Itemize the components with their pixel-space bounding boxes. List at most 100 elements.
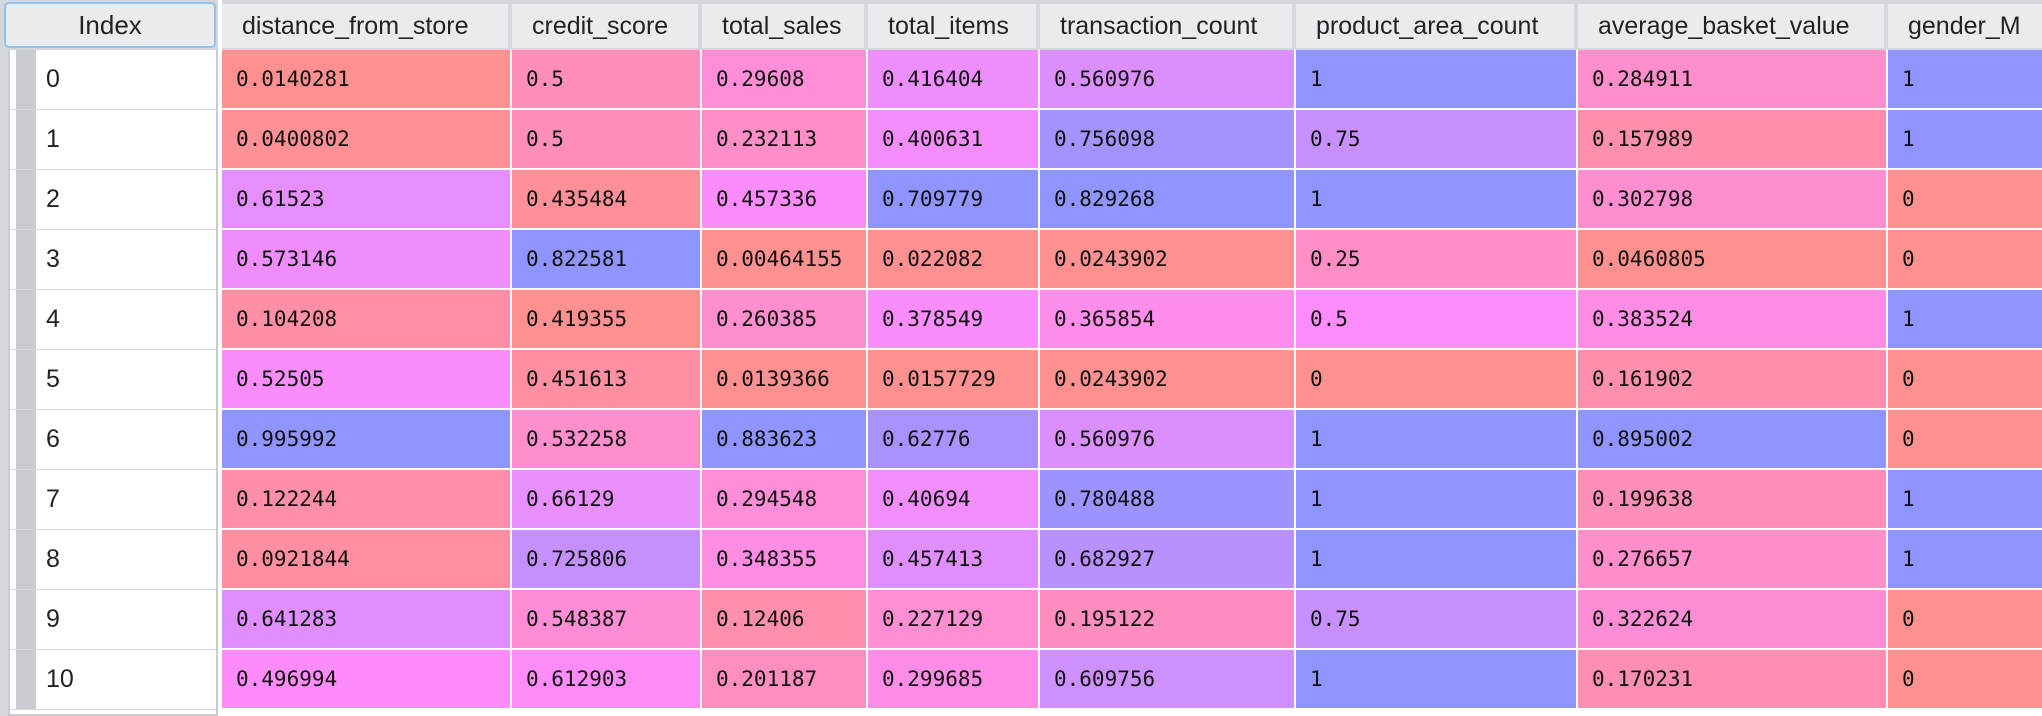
table-cell[interactable]: 0.419355 (512, 290, 702, 350)
index-header-label[interactable]: Index (4, 2, 216, 48)
table-cell[interactable]: 0.284911 (1578, 50, 1888, 110)
table-cell[interactable]: 1 (1296, 170, 1578, 230)
table-cell[interactable]: 1 (1296, 50, 1578, 110)
table-cell[interactable]: 1 (1888, 50, 2042, 110)
table-cell[interactable]: 0.195122 (1040, 590, 1296, 650)
table-cell[interactable]: 1 (1888, 530, 2042, 590)
column-header-total-items[interactable]: total_items (868, 4, 1036, 48)
row-grip-handle[interactable] (16, 590, 36, 649)
table-cell[interactable]: 0.12406 (702, 590, 868, 650)
row-grip-handle[interactable] (16, 530, 36, 589)
table-cell[interactable]: 0.260385 (702, 290, 868, 350)
row-grip-handle[interactable] (16, 410, 36, 469)
table-cell[interactable]: 0.0157729 (868, 350, 1040, 410)
index-row[interactable]: 2 (10, 170, 216, 230)
table-cell[interactable]: 0.104208 (222, 290, 512, 350)
table-cell[interactable]: 0.609756 (1040, 650, 1296, 710)
table-cell[interactable]: 0 (1888, 230, 2042, 290)
table-cell[interactable]: 0.5 (1296, 290, 1578, 350)
index-row[interactable]: 1 (10, 110, 216, 170)
table-cell[interactable]: 0.0921844 (222, 530, 512, 590)
table-cell[interactable]: 0.822581 (512, 230, 702, 290)
table-cell[interactable]: 0.5 (512, 110, 702, 170)
table-cell[interactable]: 0.62776 (868, 410, 1040, 470)
table-cell[interactable]: 0 (1888, 170, 2042, 230)
table-cell[interactable]: 0.302798 (1578, 170, 1888, 230)
index-row[interactable]: 4 (10, 290, 216, 350)
column-header-transaction-count[interactable]: transaction_count (1040, 4, 1292, 48)
table-cell[interactable]: 0.451613 (512, 350, 702, 410)
table-cell[interactable]: 1 (1888, 470, 2042, 530)
table-cell[interactable]: 0 (1888, 650, 2042, 710)
row-grip-handle[interactable] (16, 170, 36, 229)
table-cell[interactable]: 0.5 (512, 50, 702, 110)
index-row[interactable]: 6 (10, 410, 216, 470)
table-cell[interactable]: 0.780488 (1040, 470, 1296, 530)
table-cell[interactable]: 0.75 (1296, 590, 1578, 650)
row-grip-handle[interactable] (16, 110, 36, 169)
table-cell[interactable]: 0.0140281 (222, 50, 512, 110)
table-cell[interactable]: 0.25 (1296, 230, 1578, 290)
index-header[interactable]: Index (0, 0, 218, 50)
index-row[interactable]: 5 (10, 350, 216, 410)
table-cell[interactable]: 0.895002 (1578, 410, 1888, 470)
index-row[interactable]: 3 (10, 230, 216, 290)
table-cell[interactable]: 1 (1296, 470, 1578, 530)
table-cell[interactable]: 0.0139366 (702, 350, 868, 410)
table-cell[interactable]: 0.61523 (222, 170, 512, 230)
table-cell[interactable]: 1 (1888, 110, 2042, 170)
table-cell[interactable]: 0.170231 (1578, 650, 1888, 710)
table-cell[interactable]: 0.227129 (868, 590, 1040, 650)
table-cell[interactable]: 0.348355 (702, 530, 868, 590)
table-cell[interactable]: 0.199638 (1578, 470, 1888, 530)
table-cell[interactable]: 0.496994 (222, 650, 512, 710)
table-cell[interactable]: 0.725806 (512, 530, 702, 590)
table-cell[interactable]: 0.560976 (1040, 410, 1296, 470)
table-cell[interactable]: 1 (1296, 650, 1578, 710)
table-cell[interactable]: 0.995992 (222, 410, 512, 470)
table-cell[interactable]: 0.00464155 (702, 230, 868, 290)
index-row[interactable]: 8 (10, 530, 216, 590)
column-header-gender-M[interactable]: gender_M (1888, 4, 2042, 48)
table-cell[interactable]: 0.560976 (1040, 50, 1296, 110)
row-grip-handle[interactable] (16, 230, 36, 289)
column-header-credit-score[interactable]: credit_score (512, 4, 698, 48)
row-grip-handle[interactable] (16, 650, 36, 709)
table-cell[interactable]: 0.548387 (512, 590, 702, 650)
column-header-distance-from-store[interactable]: distance_from_store (222, 4, 508, 48)
table-cell[interactable]: 0.276657 (1578, 530, 1888, 590)
table-cell[interactable]: 0.457336 (702, 170, 868, 230)
table-cell[interactable]: 0.022082 (868, 230, 1040, 290)
table-cell[interactable]: 0.573146 (222, 230, 512, 290)
table-cell[interactable]: 0.29608 (702, 50, 868, 110)
index-row[interactable]: 10 (10, 650, 216, 710)
table-cell[interactable]: 0.157989 (1578, 110, 1888, 170)
table-cell[interactable]: 0.435484 (512, 170, 702, 230)
table-cell[interactable]: 0.378549 (868, 290, 1040, 350)
table-cell[interactable]: 0.365854 (1040, 290, 1296, 350)
column-header-total-sales[interactable]: total_sales (702, 4, 864, 48)
table-cell[interactable]: 0.0243902 (1040, 230, 1296, 290)
table-cell[interactable]: 0.709779 (868, 170, 1040, 230)
table-cell[interactable]: 0.0400802 (222, 110, 512, 170)
table-cell[interactable]: 0.0460805 (1578, 230, 1888, 290)
table-cell[interactable]: 0.641283 (222, 590, 512, 650)
row-grip-handle[interactable] (16, 470, 36, 529)
table-cell[interactable]: 0.0243902 (1040, 350, 1296, 410)
table-cell[interactable]: 0.457413 (868, 530, 1040, 590)
table-cell[interactable]: 0 (1888, 590, 2042, 650)
table-cell[interactable]: 0.40694 (868, 470, 1040, 530)
table-cell[interactable]: 0.416404 (868, 50, 1040, 110)
table-cell[interactable]: 0.400631 (868, 110, 1040, 170)
row-grip-handle[interactable] (16, 350, 36, 409)
table-cell[interactable]: 0.883623 (702, 410, 868, 470)
table-cell[interactable]: 0.829268 (1040, 170, 1296, 230)
table-cell[interactable]: 0.612903 (512, 650, 702, 710)
table-cell[interactable]: 0.322624 (1578, 590, 1888, 650)
table-cell[interactable]: 0.682927 (1040, 530, 1296, 590)
index-row[interactable]: 7 (10, 470, 216, 530)
table-cell[interactable]: 0.756098 (1040, 110, 1296, 170)
table-cell[interactable]: 0 (1888, 350, 2042, 410)
table-cell[interactable]: 0.122244 (222, 470, 512, 530)
table-cell[interactable]: 0.52505 (222, 350, 512, 410)
